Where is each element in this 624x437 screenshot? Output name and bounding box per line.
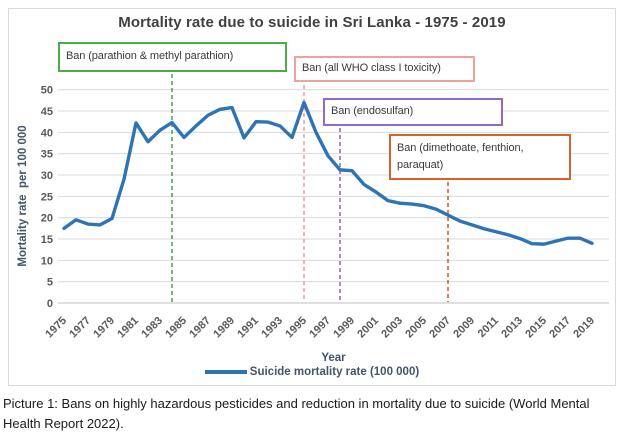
annotation-ban-who-class-1-label: Ban (all WHO class I toxicity) xyxy=(302,62,441,75)
x-tick-label: 1985 xyxy=(163,315,189,341)
x-tick-label: 1979 xyxy=(91,315,117,341)
y-tick-label: 30 xyxy=(41,170,53,182)
x-tick-label: 1983 xyxy=(139,315,165,341)
annotation-ban-dimethoate-label: Ban (dimethoate, fenthion, paraquat) xyxy=(397,142,524,172)
y-tick-label: 40 xyxy=(41,127,53,139)
x-tick-label: 2001 xyxy=(355,315,381,341)
x-tick-label: 2017 xyxy=(547,315,573,341)
x-tick-label: 2007 xyxy=(427,315,453,341)
figure-caption: Picture 1: Bans on highly hazardous pest… xyxy=(3,396,590,432)
x-tick-label: 1993 xyxy=(259,315,285,341)
y-tick-label: 45 xyxy=(41,106,53,118)
y-tick-label: 50 xyxy=(41,85,53,97)
x-tick-label: 2005 xyxy=(403,315,429,341)
x-tick-label: 1999 xyxy=(331,315,357,341)
x-tick-label: 1997 xyxy=(307,315,333,341)
x-tick-label: 1975 xyxy=(43,315,69,341)
x-tick-label: 1977 xyxy=(67,315,93,341)
x-tick-label: 2003 xyxy=(379,315,405,341)
legend-line-swatch xyxy=(204,370,247,374)
suicide-mortality-line xyxy=(62,100,594,246)
y-tick-label: 5 xyxy=(47,277,53,289)
annotation-ban-parathion: Ban (parathion & methyl parathion) xyxy=(58,42,287,72)
annotation-ban-who-class-1: Ban (all WHO class I toxicity) xyxy=(294,56,475,82)
y-tick-label: 20 xyxy=(41,213,53,225)
legend: Suicide mortality rate (100 000) xyxy=(9,364,615,380)
annotation-ban-endosulfan-label: Ban (endosulfan) xyxy=(331,105,414,118)
x-tick-label: 1991 xyxy=(235,315,261,341)
x-tick-label: 1995 xyxy=(283,315,309,341)
annotation-ban-parathion-label: Ban (parathion & methyl parathion) xyxy=(66,50,234,63)
y-axis-title: Mortality rate per 100 000 xyxy=(17,125,29,267)
x-tick-label: 2015 xyxy=(523,315,549,341)
x-tick-label: 2009 xyxy=(451,315,477,341)
y-tick-label: 10 xyxy=(41,255,53,267)
chart-card: 0 5 10 15 20 25 30 35 40 45 50 1975 1977 1979 1981 1983… xyxy=(8,8,616,386)
annotation-ban-dimethoate: Ban (dimethoate, fenthion, paraquat) xyxy=(389,134,571,180)
y-tick-label: 25 xyxy=(41,191,53,203)
chart-plot-area: 0 5 10 15 20 25 30 35 40 45 50 19751977197919811983… xyxy=(41,74,609,341)
chart-title: Mortality rate due to suicide in Sri Lan… xyxy=(118,14,506,31)
legend-series-label: Suicide mortality rate (100 000) xyxy=(249,366,420,378)
x-tick-label: 2019 xyxy=(571,315,597,341)
y-tick-label: 0 xyxy=(47,298,53,310)
x-tick-label: 2013 xyxy=(499,315,525,341)
x-tick-label: 1987 xyxy=(187,315,213,341)
x-tick-label: 2011 xyxy=(476,315,501,340)
annotation-ban-endosulfan: Ban (endosulfan) xyxy=(323,98,503,126)
y-tick-label: 15 xyxy=(41,234,53,246)
x-tick-label: 1989 xyxy=(211,315,237,341)
x-axis-title: Year xyxy=(321,352,346,364)
y-tick-label: 35 xyxy=(41,149,53,161)
x-tick-label: 1981 xyxy=(115,315,141,341)
